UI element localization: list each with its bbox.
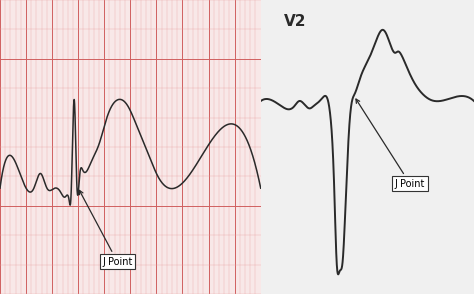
Text: J Point: J Point [79, 191, 133, 267]
Text: J Point: J Point [356, 99, 425, 189]
Text: V2: V2 [284, 14, 307, 29]
